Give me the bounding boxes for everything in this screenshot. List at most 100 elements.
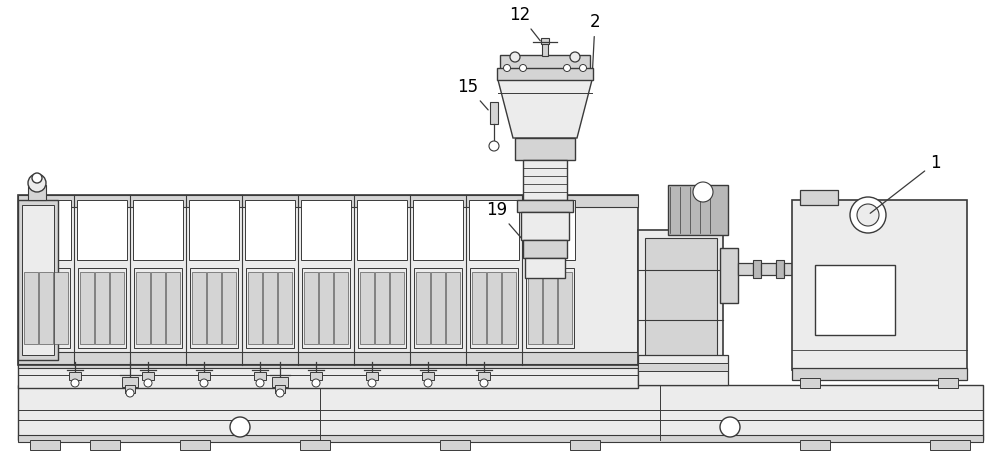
- Bar: [189, 200, 239, 260]
- Bar: [502, 272, 516, 344]
- Bar: [645, 238, 717, 356]
- Bar: [18, 200, 58, 360]
- Bar: [543, 272, 557, 344]
- Bar: [414, 268, 462, 348]
- Circle shape: [564, 64, 570, 71]
- Bar: [18, 195, 638, 207]
- Bar: [930, 440, 970, 450]
- Bar: [272, 377, 288, 387]
- Circle shape: [510, 52, 520, 62]
- Circle shape: [720, 417, 740, 437]
- Bar: [478, 372, 490, 380]
- Bar: [668, 185, 728, 235]
- Circle shape: [693, 182, 713, 202]
- Bar: [366, 372, 378, 380]
- Bar: [517, 200, 573, 212]
- Bar: [469, 200, 519, 260]
- Bar: [39, 272, 53, 344]
- Bar: [222, 272, 236, 344]
- Bar: [525, 258, 565, 278]
- Bar: [22, 268, 70, 348]
- Bar: [440, 440, 470, 450]
- Circle shape: [850, 197, 886, 233]
- Bar: [18, 352, 638, 364]
- Bar: [792, 200, 967, 370]
- Bar: [800, 190, 838, 205]
- Bar: [18, 195, 638, 365]
- Bar: [526, 268, 574, 348]
- Bar: [302, 268, 350, 348]
- Bar: [133, 200, 183, 260]
- Text: 12: 12: [509, 6, 540, 41]
- Bar: [541, 38, 549, 44]
- Bar: [358, 268, 406, 348]
- Bar: [515, 138, 575, 160]
- Circle shape: [504, 64, 511, 71]
- Bar: [570, 440, 600, 450]
- Circle shape: [71, 379, 79, 387]
- Bar: [263, 272, 277, 344]
- Bar: [125, 385, 135, 393]
- Bar: [310, 372, 322, 380]
- Bar: [761, 263, 776, 275]
- Bar: [523, 240, 567, 258]
- Bar: [142, 372, 154, 380]
- Circle shape: [230, 417, 250, 437]
- Bar: [638, 355, 728, 385]
- Circle shape: [312, 379, 320, 387]
- Bar: [738, 263, 753, 275]
- Bar: [18, 360, 638, 368]
- Bar: [638, 363, 728, 371]
- Bar: [558, 272, 572, 344]
- Bar: [375, 272, 389, 344]
- Text: 15: 15: [457, 78, 488, 110]
- Bar: [134, 268, 182, 348]
- Bar: [390, 272, 404, 344]
- Circle shape: [368, 379, 376, 387]
- Bar: [525, 200, 575, 260]
- Bar: [198, 372, 210, 380]
- Bar: [446, 272, 460, 344]
- Bar: [304, 272, 318, 344]
- Bar: [497, 68, 593, 80]
- Bar: [784, 263, 794, 275]
- Bar: [431, 272, 445, 344]
- Bar: [422, 372, 434, 380]
- Bar: [245, 200, 295, 260]
- Circle shape: [520, 64, 526, 71]
- Bar: [254, 372, 266, 380]
- Bar: [54, 272, 68, 344]
- Circle shape: [480, 379, 488, 387]
- Bar: [542, 42, 548, 56]
- Bar: [90, 440, 120, 450]
- Circle shape: [126, 389, 134, 397]
- Text: 1: 1: [870, 154, 940, 213]
- Bar: [80, 272, 94, 344]
- Circle shape: [200, 379, 208, 387]
- Bar: [720, 248, 738, 303]
- Bar: [18, 385, 983, 440]
- Circle shape: [276, 389, 284, 397]
- Bar: [95, 272, 109, 344]
- Bar: [275, 385, 285, 393]
- Bar: [301, 200, 351, 260]
- Bar: [938, 378, 958, 388]
- Bar: [21, 200, 71, 260]
- Circle shape: [570, 52, 580, 62]
- Bar: [528, 272, 542, 344]
- Bar: [69, 372, 81, 380]
- Bar: [207, 272, 221, 344]
- Bar: [278, 272, 292, 344]
- Bar: [334, 272, 348, 344]
- Bar: [192, 272, 206, 344]
- Bar: [753, 260, 761, 278]
- Polygon shape: [498, 80, 592, 138]
- Bar: [246, 268, 294, 348]
- Bar: [472, 272, 486, 344]
- Circle shape: [144, 379, 152, 387]
- Bar: [30, 440, 60, 450]
- Bar: [22, 205, 54, 355]
- Bar: [360, 272, 374, 344]
- Bar: [190, 268, 238, 348]
- Bar: [28, 185, 46, 200]
